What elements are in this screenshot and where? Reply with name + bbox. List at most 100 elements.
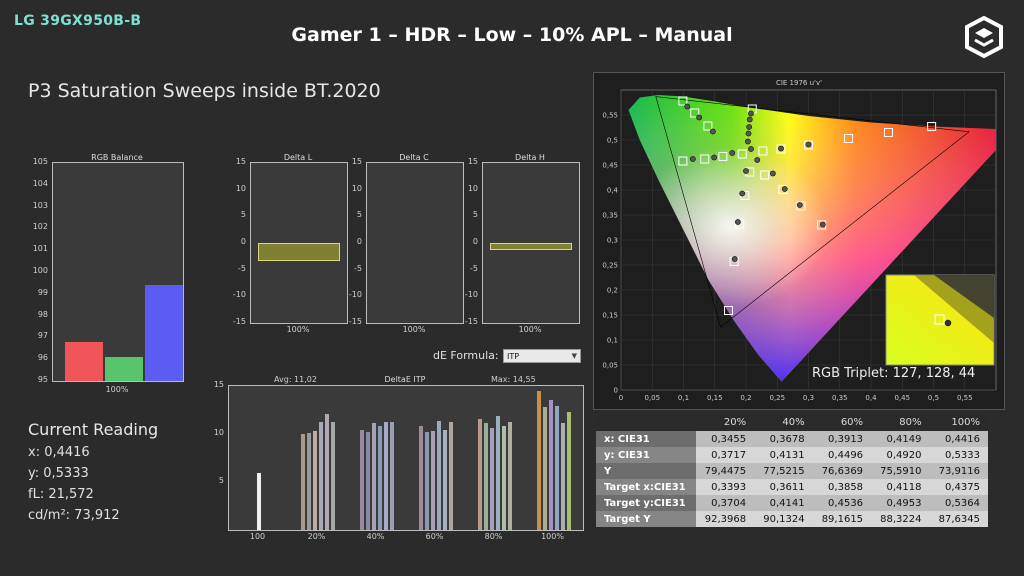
deltae-bar [483, 423, 488, 530]
table-cell: 87,6345 [929, 511, 988, 527]
cie-measured-point [778, 145, 784, 152]
deltae-bar [306, 433, 311, 530]
rgb-ytick: 95 [37, 375, 48, 384]
table-cell: 0,4496 [812, 447, 872, 463]
deltae-max-label: Max: 14,55 [491, 375, 536, 384]
cie-measured-point [796, 202, 803, 208]
deltae-category: 60% [425, 532, 444, 541]
delta-h-ytick: 0 [472, 237, 478, 246]
deltae-bar [448, 422, 453, 530]
deltae-bar [501, 426, 506, 530]
delta-c-ytick: 0 [356, 237, 362, 246]
table-column-header: 40% [754, 414, 813, 431]
deltae-chart [228, 385, 584, 531]
de-formula-select[interactable]: ITP ▼ [503, 349, 581, 363]
inset-target-marker [934, 314, 945, 325]
rgb-ytick: 96 [37, 353, 48, 363]
delta-h-ytick: -10 [464, 290, 478, 300]
chevron-down-icon: ▼ [571, 352, 577, 360]
rgb-bar-r [65, 341, 103, 381]
cie-target-marker [758, 146, 768, 156]
cie-ytick: 0,4 [607, 187, 619, 195]
cie-ytick: 0,2 [607, 287, 618, 295]
deltae-bar [436, 420, 441, 530]
deltae-bar [377, 426, 382, 530]
rgb-ytick: 98 [37, 309, 48, 319]
cie-target-marker [690, 108, 700, 118]
deltae-bar [389, 422, 394, 530]
cie-target-marker [737, 149, 747, 159]
delta-h-category: 100% [518, 325, 542, 334]
deltae-bar [477, 418, 482, 530]
cie-measured-point [709, 128, 716, 135]
cie-measured-point [745, 130, 752, 137]
cie-ytick: 0,55 [602, 112, 618, 120]
deltae-bar [548, 400, 553, 530]
cie-measured-point [711, 154, 718, 161]
cie-xtick: 0,4 [865, 394, 877, 402]
rgb-triplet-label: RGB Triplet: 127, 128, 44 [812, 366, 976, 381]
cie-xtick: 0,5 [928, 394, 939, 402]
delta-l-ytick: -10 [232, 290, 246, 300]
cie-zoom-inset [885, 274, 995, 366]
table-row-label: y: CIE31 [596, 447, 696, 463]
section-subtitle: P3 Saturation Sweeps inside BT.2020 [28, 80, 381, 102]
deltae-bar [430, 431, 435, 530]
cie-measured-point [769, 170, 776, 177]
deltae-category: 20% [307, 532, 326, 541]
cie-xtick: 0,2 [740, 394, 751, 402]
delta-l-ytick: 5 [240, 210, 246, 220]
delta-l-ytick: 0 [240, 237, 246, 246]
delta-c-chart [366, 162, 464, 324]
deltae-bar [324, 413, 329, 530]
cie-ytick: 0,25 [602, 262, 618, 270]
rgb-ytick: 105 [32, 157, 48, 166]
cie-target-marker [884, 128, 893, 137]
cie-target-marker [796, 201, 806, 211]
cie-chart-title: CIE 1976 u'v' [776, 79, 822, 87]
delta-h-ytick: 10 [467, 183, 478, 193]
cie-measured-point [731, 256, 738, 262]
delta-l-title: Delta L [283, 153, 313, 162]
table-row: x: CIE31 0,3455 0,3678 0,3913 0,4149 0,4416 [596, 431, 988, 447]
deltae-chart-title: DeltaE ITP [384, 375, 426, 384]
delta-h-bar [490, 243, 572, 250]
cie-target-marker [718, 152, 728, 161]
table-cell: 0,3704 [695, 495, 755, 511]
cie-measured-point [696, 114, 703, 121]
cie-measured-point [746, 124, 753, 130]
table-row-label: Target x:CIE31 [596, 479, 696, 495]
de-formula-value: ITP [507, 352, 520, 361]
delta-h-ytick: 15 [467, 157, 478, 166]
cie-measured-point [748, 146, 754, 152]
de-formula-label: dE Formula: [433, 349, 499, 362]
table-cell: 79,4475 [695, 463, 755, 479]
cie-measured-point [746, 116, 753, 123]
cie-xtick: 0,55 [957, 394, 973, 402]
rgb-ytick: 99 [37, 287, 48, 297]
delta-h-ytick: 5 [472, 210, 478, 220]
deltae-avg-label: Avg: 11,02 [274, 375, 317, 384]
deltae-bar [442, 430, 447, 530]
rgb-ytick: 100 [32, 266, 48, 275]
deltae-category: 40% [366, 532, 385, 541]
cie-ytick: 0,35 [602, 212, 618, 220]
cie-measured-point [819, 221, 826, 228]
delta-h-chart [482, 162, 580, 324]
rgb-ytick: 104 [32, 178, 48, 188]
deltae-bar [536, 390, 541, 530]
deltae-bar [318, 422, 323, 530]
cie-target-marker [776, 144, 786, 154]
table-cell: 0,3858 [812, 479, 872, 495]
cie-target-marker [844, 134, 853, 143]
table-cell: 73,9116 [929, 463, 988, 479]
deltae-bar [256, 473, 261, 530]
cie-target-marker [678, 156, 688, 166]
deltae-bar [507, 422, 512, 530]
measurement-table: 20% 40% 60% 80% 100% x: CIE31 0,3455 0,3678 0,3… [596, 414, 988, 527]
table-header-row: 20% 40% 60% 80% 100% [596, 414, 988, 431]
table-row: Target y:CIE31 0,3704 0,4141 0,4536 0,4953 0,… [596, 495, 988, 511]
rgb-balance-title: RGB Balance [91, 153, 143, 162]
table-row: Target Y 92,3968 90,1324 89,1615 88,3224 87,6… [596, 511, 988, 527]
deltae-ytick: 10 [213, 428, 224, 437]
